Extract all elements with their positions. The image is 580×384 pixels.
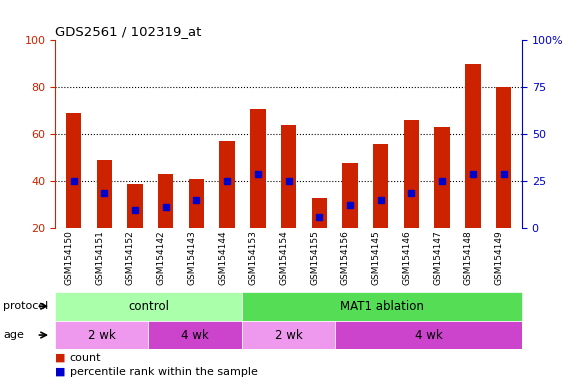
Text: 4 wk: 4 wk (415, 329, 443, 341)
Text: GDS2561 / 102319_at: GDS2561 / 102319_at (55, 25, 201, 38)
Text: 2 wk: 2 wk (275, 329, 302, 341)
Text: GSM154146: GSM154146 (403, 230, 411, 285)
Text: count: count (70, 353, 101, 363)
Text: GSM154151: GSM154151 (95, 230, 104, 285)
Text: GSM154155: GSM154155 (310, 230, 319, 285)
Text: GSM154142: GSM154142 (157, 230, 166, 285)
Text: 2 wk: 2 wk (88, 329, 115, 341)
Text: control: control (128, 300, 169, 313)
Bar (188, 179, 204, 228)
Text: GSM154156: GSM154156 (341, 230, 350, 285)
Text: 4 wk: 4 wk (182, 329, 209, 341)
Bar (335, 321, 522, 349)
Bar (55, 292, 242, 321)
Bar (242, 292, 522, 321)
Bar (373, 144, 389, 228)
Bar (281, 125, 296, 228)
Bar (148, 321, 242, 349)
Bar (158, 174, 173, 228)
Text: GSM154145: GSM154145 (372, 230, 380, 285)
Text: GSM154147: GSM154147 (433, 230, 442, 285)
Text: percentile rank within the sample: percentile rank within the sample (70, 367, 258, 377)
Bar (66, 113, 81, 228)
Bar (342, 163, 358, 228)
Bar (250, 109, 266, 228)
Text: GSM154149: GSM154149 (495, 230, 503, 285)
Bar (404, 120, 419, 228)
Bar (311, 198, 327, 228)
Bar (127, 184, 143, 228)
Text: GSM154148: GSM154148 (464, 230, 473, 285)
Bar (242, 321, 335, 349)
Bar (496, 88, 511, 228)
Text: age: age (3, 330, 24, 340)
Text: MAT1 ablation: MAT1 ablation (340, 300, 424, 313)
Text: protocol: protocol (3, 301, 48, 311)
Text: GSM154152: GSM154152 (126, 230, 135, 285)
Text: ■: ■ (55, 353, 66, 363)
Text: GSM154144: GSM154144 (218, 230, 227, 285)
Bar (465, 64, 481, 228)
Bar (96, 160, 112, 228)
Bar (219, 141, 235, 228)
Text: GSM154143: GSM154143 (187, 230, 197, 285)
Text: GSM154154: GSM154154 (280, 230, 288, 285)
Text: GSM154153: GSM154153 (249, 230, 258, 285)
Bar (55, 321, 148, 349)
Text: GSM154150: GSM154150 (64, 230, 74, 285)
Bar (434, 127, 450, 228)
Text: ■: ■ (55, 367, 66, 377)
